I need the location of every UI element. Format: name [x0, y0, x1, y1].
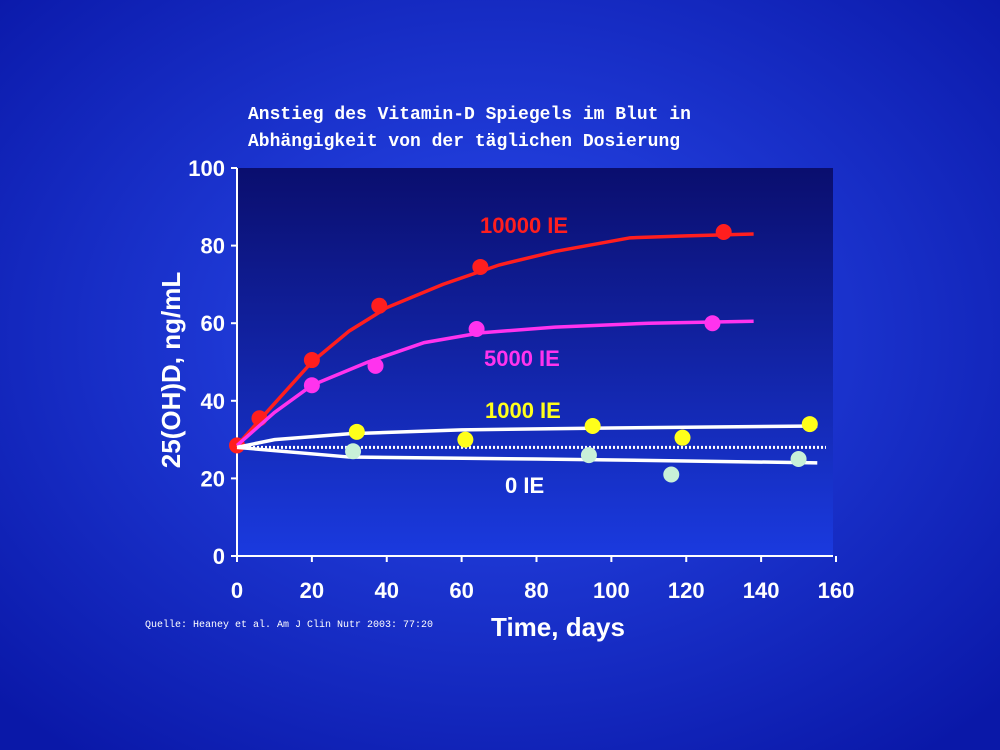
x-axis-label: Time, days — [491, 612, 625, 642]
fit-line — [235, 232, 754, 447]
data-point — [715, 224, 732, 241]
x-tick-label: 0 — [231, 578, 243, 603]
series-label: 10000 IE — [480, 213, 568, 238]
data-point — [801, 416, 818, 433]
x-tick-label: 40 — [375, 578, 399, 603]
y-tick-label: 40 — [201, 389, 225, 414]
data-point — [472, 258, 489, 275]
series-label: 1000 IE — [485, 398, 561, 423]
y-tick-label: 60 — [201, 311, 225, 336]
data-point — [663, 466, 680, 483]
data-point — [457, 431, 474, 448]
x-tick-label: 140 — [743, 578, 780, 603]
data-point — [371, 297, 388, 314]
series-label: 0 IE — [505, 473, 544, 498]
title-line: Abhängigkeit von der täglichen Dosierung — [248, 132, 680, 152]
data-point — [345, 443, 362, 460]
x-tick-label: 100 — [593, 578, 630, 603]
y-tick-label: 80 — [201, 234, 225, 259]
source: Quelle: Heaney et al. Am J Clin Nutr 200… — [145, 619, 433, 631]
title-line: Anstieg des Vitamin-D Spiegels im Blut i… — [248, 105, 691, 125]
x-tick-label: 120 — [668, 578, 705, 603]
x-tick-label: 80 — [524, 578, 548, 603]
data-point — [704, 315, 721, 332]
data-point — [584, 418, 601, 435]
data-point — [303, 352, 320, 369]
fit-line — [235, 319, 754, 447]
fit-line — [236, 424, 818, 450]
plot-area — [237, 168, 833, 556]
x-tick-label: 20 — [300, 578, 324, 603]
fit-line — [236, 445, 818, 465]
series-label: 5000 IE — [484, 346, 560, 371]
data-point — [468, 321, 485, 338]
data-point — [790, 451, 807, 467]
y-tick-label: 20 — [201, 466, 225, 491]
x-tick-label: 160 — [818, 578, 855, 603]
y-tick-label: 0 — [213, 544, 225, 569]
data-point — [674, 429, 691, 446]
data-point — [348, 423, 365, 440]
y-axis-label: 25(OH)D, ng/mL — [156, 272, 186, 469]
y-tick-label: 100 — [188, 156, 225, 181]
x-tick-label: 60 — [449, 578, 473, 603]
data-point — [303, 377, 320, 394]
data-point — [580, 447, 597, 464]
data-point — [367, 357, 384, 374]
